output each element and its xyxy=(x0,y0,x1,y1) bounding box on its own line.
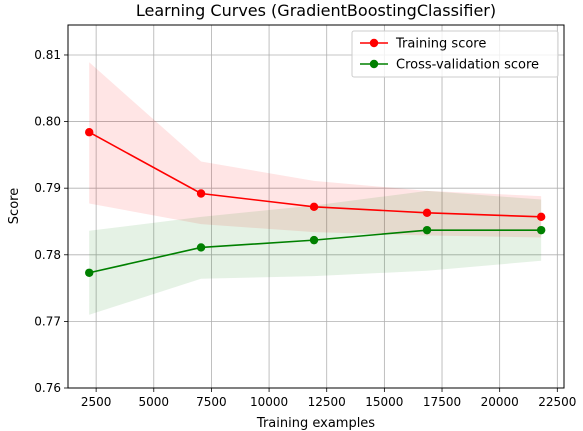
y-tick-label: 0.81 xyxy=(34,48,61,62)
x-tick-label: 2500 xyxy=(81,395,112,409)
x-tick-label: 12500 xyxy=(308,395,346,409)
legend-box xyxy=(351,30,559,78)
y-axis-label: Score xyxy=(7,188,22,224)
x-tick-label: 20000 xyxy=(481,395,519,409)
confidence-band-1 xyxy=(89,190,542,315)
x-tick-label: 10000 xyxy=(250,395,288,409)
chart-title: Learning Curves (GradientBoostingClassif… xyxy=(136,1,496,20)
plot-frame xyxy=(67,24,565,389)
data-point xyxy=(536,225,546,235)
data-point xyxy=(85,128,94,137)
x-tick-label: 15000 xyxy=(365,395,403,409)
data-point xyxy=(422,208,432,218)
y-axis-ticks: 0.76 0.77 0.78 0.79 0.80 0.81 xyxy=(34,48,68,395)
y-tick-label: 0.76 xyxy=(34,381,61,395)
data-point xyxy=(196,243,206,252)
data-point xyxy=(422,225,432,235)
y-tick-label: 0.77 xyxy=(34,314,61,328)
data-point xyxy=(309,202,319,212)
y-tick-label: 0.80 xyxy=(34,115,61,129)
data-point xyxy=(536,212,546,222)
legend-label: Training score xyxy=(395,37,486,52)
x-tick-label: 7500 xyxy=(196,395,227,409)
x-tick-label: 22500 xyxy=(538,395,576,409)
legend-label: Cross-validation score xyxy=(396,58,539,73)
data-point xyxy=(196,189,206,198)
legend: Training score Cross-validation score xyxy=(351,30,559,78)
legend-marker xyxy=(369,38,379,48)
x-tick-label: 17500 xyxy=(423,395,461,409)
x-axis-label: Training examples xyxy=(256,416,375,431)
data-point xyxy=(309,235,319,245)
grid-lines xyxy=(68,25,564,389)
legend-marker xyxy=(369,59,379,69)
data-point xyxy=(85,268,94,277)
y-tick-label: 0.78 xyxy=(34,248,61,262)
series-markers xyxy=(85,128,546,277)
x-tick-label: 5000 xyxy=(139,395,170,409)
x-axis-ticks: 2500 5000 7500 10000 12500 15000 17500 20000 225… xyxy=(81,388,576,409)
y-tick-label: 0.79 xyxy=(34,181,61,195)
